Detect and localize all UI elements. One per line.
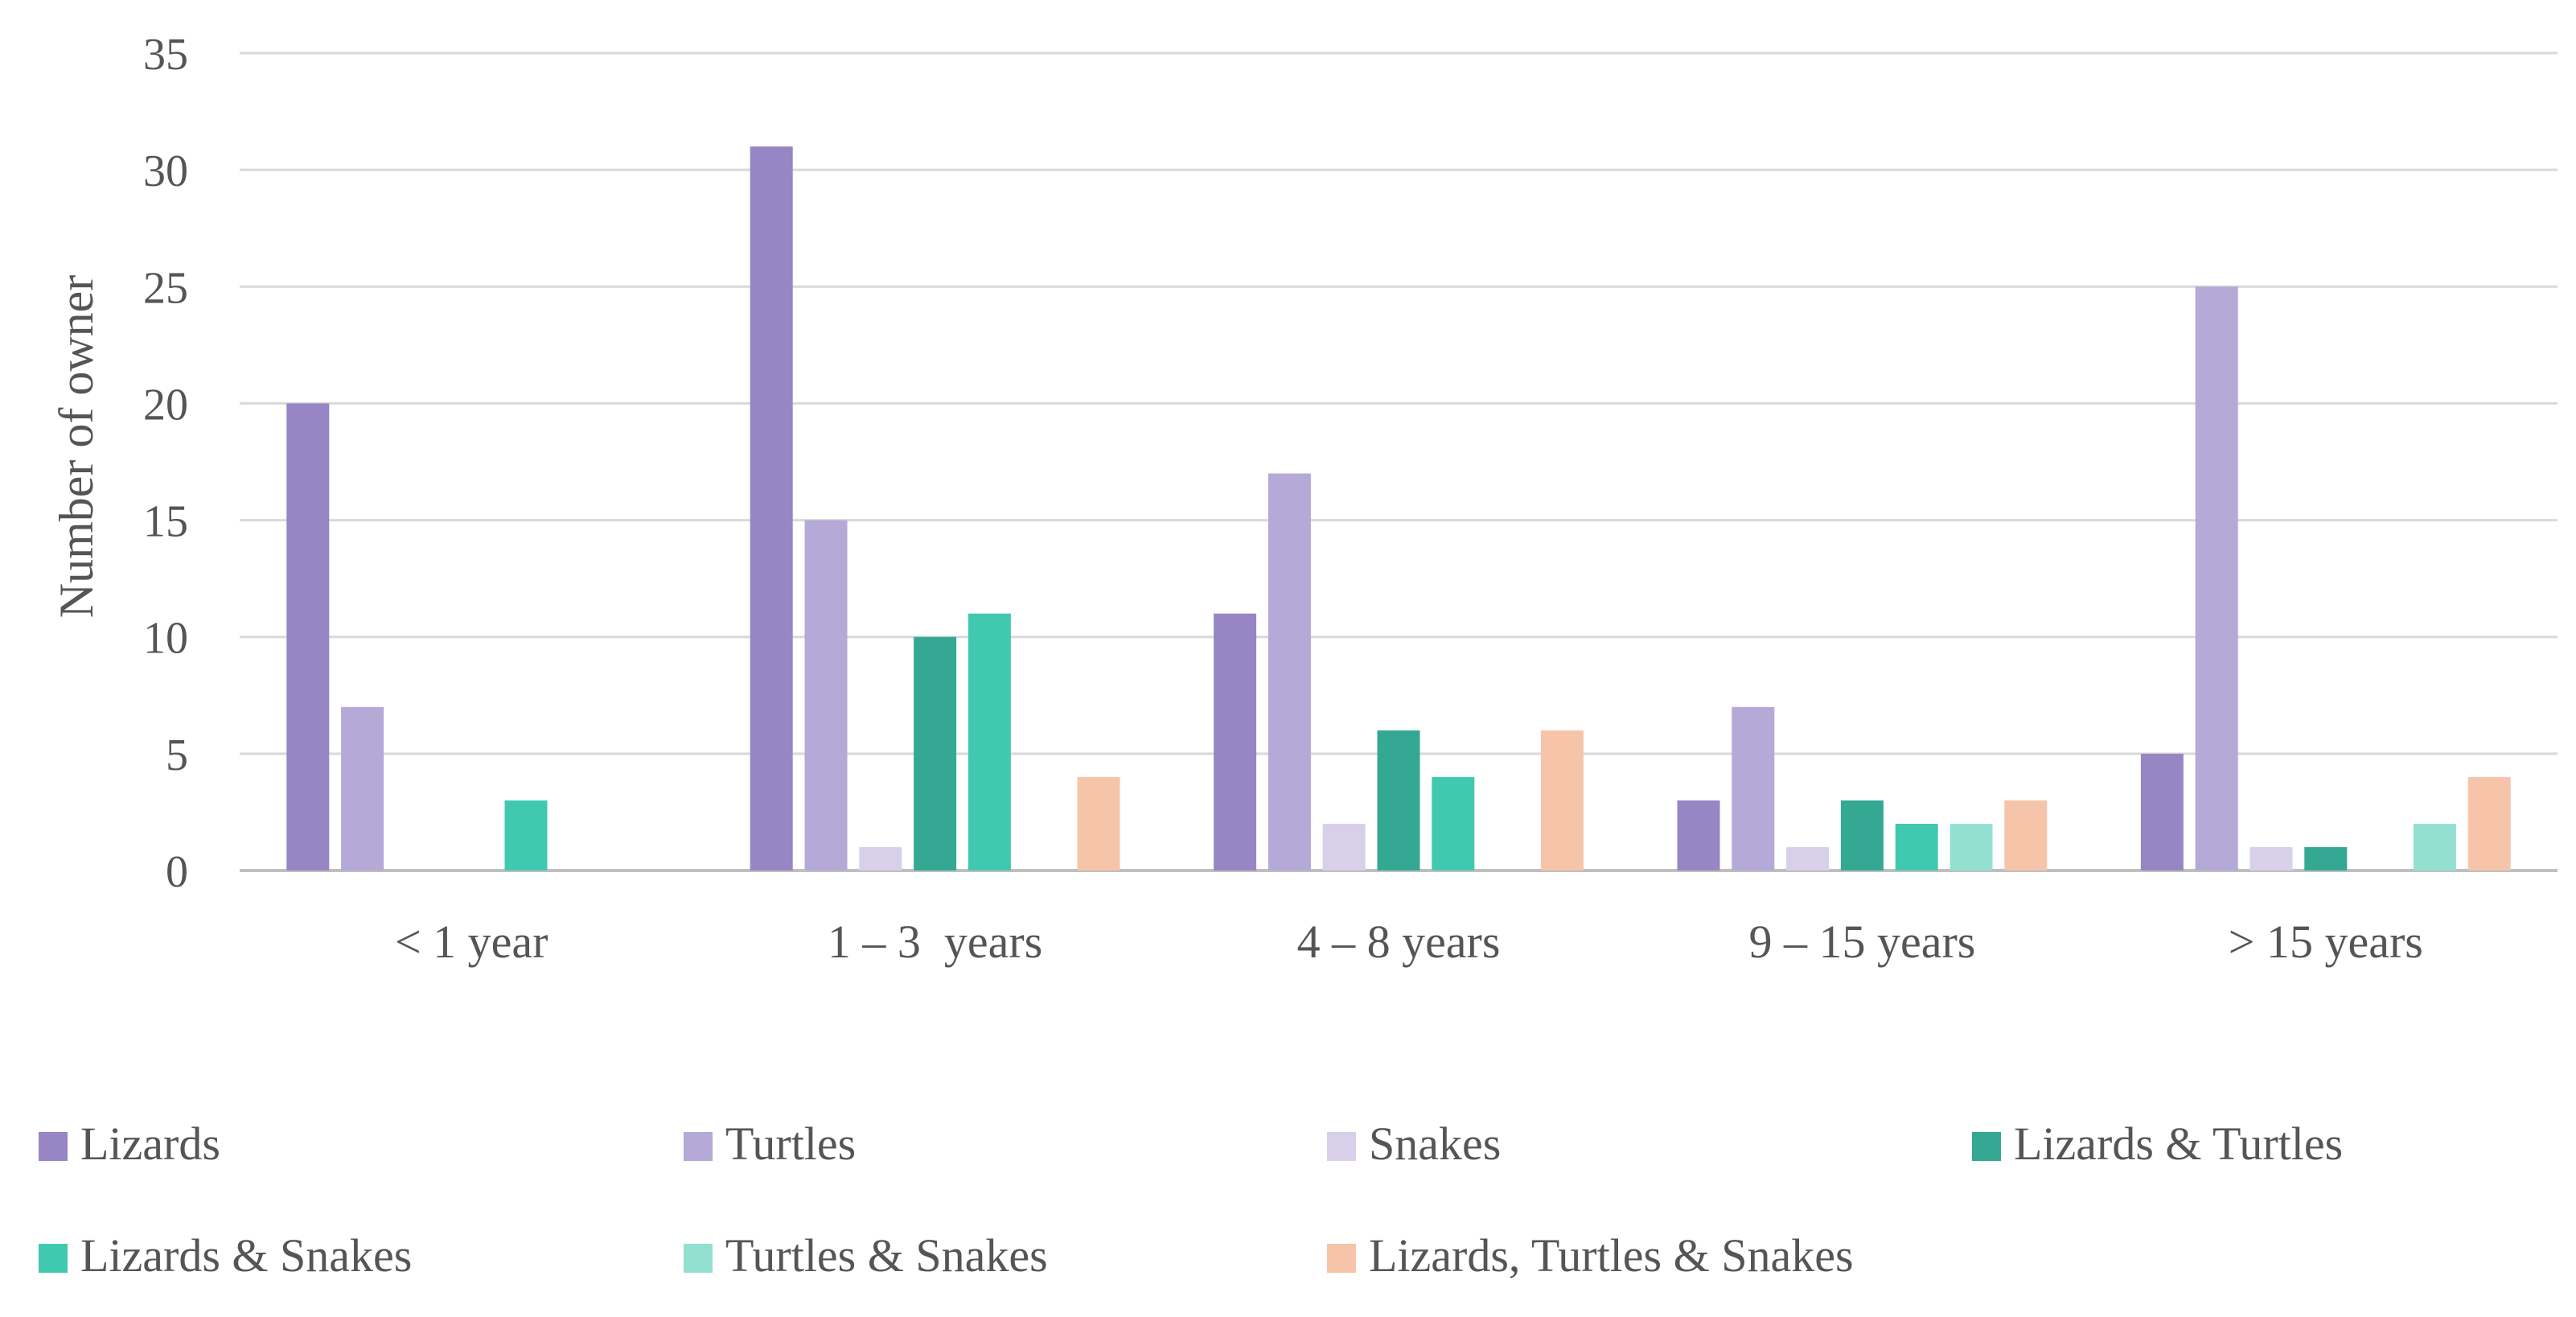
bar-lizards-turtles-snakes-3 [1540, 730, 1584, 870]
y-tick-label: 5 [166, 731, 188, 780]
legend-swatch [1327, 1132, 1356, 1161]
legend: Lizards Turtles Snakes Lizards & Turtles Liz… [39, 1117, 2343, 1282]
bar-turtles-1 [341, 706, 384, 870]
y-tick-label: 10 [143, 614, 188, 664]
x-tick-label: 1 – 3 years [828, 916, 1042, 968]
bar-snakes-2 [859, 846, 902, 870]
legend-label: Snakes [1369, 1117, 1501, 1170]
y-axis-label: Number of owner [50, 275, 103, 619]
bar-lizards-1 [286, 403, 330, 870]
bar-lizards-snakes-1 [504, 800, 548, 870]
x-tick-label: 4 – 8 years [1297, 916, 1501, 968]
legend-label: Turtles [725, 1117, 856, 1170]
legend-label: Lizards & Turtles [2014, 1117, 2343, 1170]
bar-lizards-turtles-5 [2304, 846, 2348, 870]
y-tick-label: 30 [143, 146, 188, 196]
y-axis-ticks: 0 5 10 15 20 25 30 35 [143, 30, 188, 897]
x-tick-label: 9 – 15 years [1748, 916, 1975, 968]
bar-lizards-turtles-3 [1377, 730, 1420, 870]
bar-lizards-turtles-2 [914, 636, 957, 870]
x-tick-label: > 15 years [2229, 916, 2423, 968]
bar-lizards-4 [1677, 800, 1720, 870]
legend-label: Turtles & Snakes [725, 1229, 1048, 1282]
y-tick-label: 0 [166, 847, 188, 897]
bar-lizards-turtles-4 [1840, 800, 1884, 870]
bar-turtles-snakes-5 [2413, 823, 2456, 870]
bar-turtles-snakes-4 [1949, 823, 1993, 870]
bar-lizards-turtles-snakes-4 [2004, 800, 2048, 870]
legend-swatch [39, 1132, 68, 1161]
legend-swatch [684, 1132, 713, 1161]
y-tick-label: 35 [143, 30, 188, 80]
legend-label: Lizards & Snakes [80, 1229, 412, 1282]
bars [286, 146, 2511, 871]
bar-snakes-5 [2249, 846, 2293, 870]
y-tick-label: 20 [143, 380, 188, 430]
bar-lizards-snakes-2 [968, 613, 1011, 870]
bar-lizards-3 [1214, 613, 1257, 870]
x-axis-ticks: < 1 year 1 – 3 years 4 – 8 years 9 – 15 yea… [395, 916, 2423, 968]
bar-snakes-3 [1322, 823, 1366, 870]
bar-lizards-turtles-snakes-5 [2467, 776, 2511, 870]
legend-swatch [1327, 1244, 1356, 1273]
x-tick-label: < 1 year [395, 916, 548, 968]
bar-turtles-4 [1732, 706, 1775, 870]
legend-label: Lizards, Turtles & Snakes [1369, 1229, 1854, 1282]
bar-snakes-4 [1786, 846, 1830, 870]
bar-lizards-snakes-4 [1895, 823, 1938, 870]
bar-lizards-snakes-3 [1432, 776, 1475, 870]
bar-turtles-5 [2195, 286, 2238, 870]
legend-label: Lizards [80, 1117, 220, 1170]
y-tick-label: 15 [143, 497, 188, 547]
bar-turtles-2 [804, 520, 848, 870]
bar-lizards-turtles-snakes-2 [1077, 776, 1120, 870]
legend-swatch [684, 1244, 713, 1273]
bar-lizards-5 [2140, 753, 2184, 870]
y-tick-label: 25 [143, 263, 188, 313]
legend-swatch [39, 1244, 68, 1273]
bar-turtles-3 [1267, 473, 1311, 870]
bar-lizards-2 [750, 146, 793, 871]
legend-swatch [1972, 1132, 2001, 1161]
